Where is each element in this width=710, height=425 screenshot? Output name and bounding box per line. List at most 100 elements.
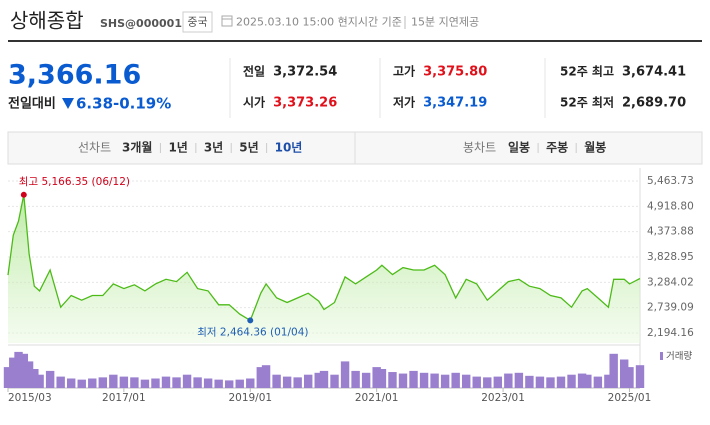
volume-bar [66,378,76,388]
volume-bar [45,370,55,388]
y-tick-label: 2,739.09 [647,302,694,314]
stat-label: 시가 [243,95,265,110]
tab-option[interactable]: 주봉 [546,141,568,155]
volume-bar [493,376,503,388]
y-tick-label: 2,194.16 [647,327,694,339]
volume-bar [351,370,360,388]
volume-bar [35,374,44,388]
extreme-label: 최고 5,166.35 (06/12) [19,176,130,188]
volume-bar [314,372,323,388]
volume-bar [372,367,381,388]
volume-bar [635,365,645,388]
tab-option[interactable]: 3개월 [122,140,152,155]
volume-bar [593,376,603,388]
volume-bar [430,373,439,388]
extreme-marker [20,191,27,198]
volume-bar [161,376,171,388]
price-line [7,194,641,322]
x-tick-label: 2021/01 [355,392,399,404]
tab-option[interactable]: 1년 [168,141,187,155]
volume-bar [461,374,471,388]
y-tick-label: 3,284.02 [647,276,694,288]
stat-label: 52주 최저 [560,95,614,110]
volume-bar [203,378,213,388]
stat-value: 3,372.54 [273,65,337,80]
volume-bar [98,377,108,388]
extreme-marker [247,317,254,324]
tab-option[interactable]: 일봉 [508,141,530,155]
volume-bar [109,374,118,388]
volume-bar [256,367,266,388]
x-tick-label: 2023/01 [481,392,525,404]
volume-bar [514,372,524,388]
volume-bar [619,359,629,388]
stat-value: 3,373.26 [273,96,337,111]
y-tick-label: 3,828.95 [647,251,694,263]
delay-label: 15분 지연제공 [411,16,479,29]
volume-bar [330,374,339,388]
stat-value: 2,689.70 [622,96,686,111]
volume-bar [77,379,86,388]
index-code: SHS@000001 [100,17,182,30]
stat-value: 3,674.41 [622,65,686,80]
volume-bar [272,374,281,388]
market-label: 중국 [187,16,207,29]
volume-bar [224,380,234,388]
volume-bar [377,369,387,388]
volume-bar [214,379,223,388]
x-tick-label: 2015/03 [8,392,52,404]
volume-bar [182,374,192,388]
volume-bar [567,374,576,388]
stat-value: 3,375.80 [423,65,487,80]
legend-swatch [660,352,663,360]
stat-label: 고가 [393,64,415,79]
volume-bar [625,367,634,388]
volume-bar [303,374,313,388]
tab-option[interactable]: 월봉 [584,140,606,155]
stat-label: 전일 [243,64,265,79]
calendar-icon [221,15,233,27]
stat-label: 52주 최고 [560,64,614,79]
volume-bar [172,377,181,388]
legend-label: 거래량 [666,350,692,362]
tab-option[interactable]: 10년 [275,141,303,155]
volume-bar [30,369,39,388]
volume-bar [451,372,460,388]
volume-bar [151,378,160,388]
volume-bar [504,373,513,388]
volume-bar [24,361,34,388]
price-area [8,194,640,343]
volume-bar [14,351,23,388]
market-badge [182,11,213,33]
volume-bar [119,376,129,388]
volume-bar [193,377,202,388]
volume-bar [556,376,566,388]
volume-bar [56,376,65,388]
volume-bar [483,377,492,388]
time-label: 2025.03.10 15:00 현지시간 기준 [236,16,402,29]
volume-bar [19,353,29,388]
volume-bar [130,377,139,388]
volume-bar [546,377,555,388]
volume-bar [140,379,150,388]
volume-bar [3,367,13,388]
volume-bar [88,378,97,388]
tab-option[interactable]: 5년 [239,141,258,155]
volume-bar [609,353,618,388]
stat-value: 3,347.19 [423,96,487,111]
y-tick-label: 4,373.88 [647,226,694,238]
volume-bar [577,373,587,388]
tab-option[interactable]: 3년 [204,141,223,155]
volume-bar [398,373,408,388]
volume-bar [472,376,481,388]
volume-bar [9,357,18,388]
x-tick-label: 2019/01 [228,392,272,404]
volume-bar [319,370,329,388]
y-tick-label: 4,918.80 [647,200,694,212]
stat-label: 저가 [393,95,415,110]
volume-bar [235,379,244,388]
volume-bar [246,378,255,388]
price: 3,366.16 [8,60,141,91]
x-tick-label: 2025/01 [608,392,652,404]
